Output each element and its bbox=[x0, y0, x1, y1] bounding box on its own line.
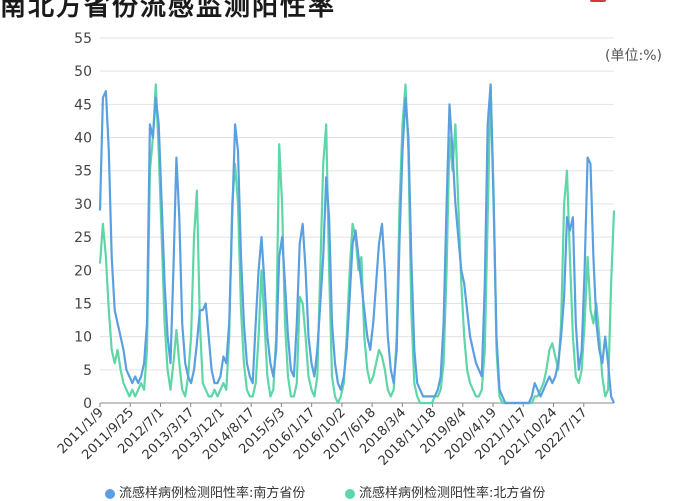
unit-label: (单位:%) bbox=[605, 48, 662, 64]
legend-south-label: 流感样病例检测阳性率:南方省份 bbox=[119, 486, 306, 501]
x-axis-ticks: 2011/1/92011/9/252012/7/12013/3/172013/1… bbox=[55, 403, 591, 469]
y-tick-label: 55 bbox=[74, 31, 92, 47]
series-line-south bbox=[98, 83, 616, 405]
legend-north-marker bbox=[345, 488, 355, 499]
brand-logo bbox=[590, 0, 700, 6]
legend-north-label: 流感样病例检测阳性率:北方省份 bbox=[359, 486, 546, 501]
y-tick-label: 15 bbox=[74, 296, 92, 312]
y-tick-label: 45 bbox=[74, 97, 92, 113]
legend: 流感样病例检测阳性率:南方省份 流感样病例检测阳性率:北方省份 bbox=[0, 482, 700, 501]
y-tick-label: 40 bbox=[74, 131, 92, 147]
y-tick-label: 20 bbox=[74, 263, 92, 279]
grid-lines bbox=[100, 37, 614, 404]
legend-south-marker bbox=[105, 488, 115, 499]
y-axis-ticks: 0 5 10 15 20 25 30 35 40 45 50 55 bbox=[74, 31, 92, 412]
y-tick-label: 10 bbox=[74, 330, 92, 346]
y-tick-label: 5 bbox=[83, 363, 92, 379]
series-lines bbox=[98, 83, 616, 405]
logo-icon bbox=[590, 0, 606, 2]
y-tick-label: 25 bbox=[74, 230, 92, 246]
y-tick-label: 35 bbox=[74, 164, 92, 180]
y-tick-label: 50 bbox=[74, 64, 92, 80]
y-tick-label: 30 bbox=[74, 197, 92, 213]
legend-item-south[interactable]: 流感样病例检测阳性率:南方省份 bbox=[105, 482, 305, 501]
legend-item-north[interactable]: 流感样病例检测阳性率:北方省份 bbox=[345, 482, 545, 501]
chart-title-fragment: 南北方省份流感监测阳性率 bbox=[0, 0, 337, 22]
y-tick-label: 0 bbox=[83, 396, 92, 412]
